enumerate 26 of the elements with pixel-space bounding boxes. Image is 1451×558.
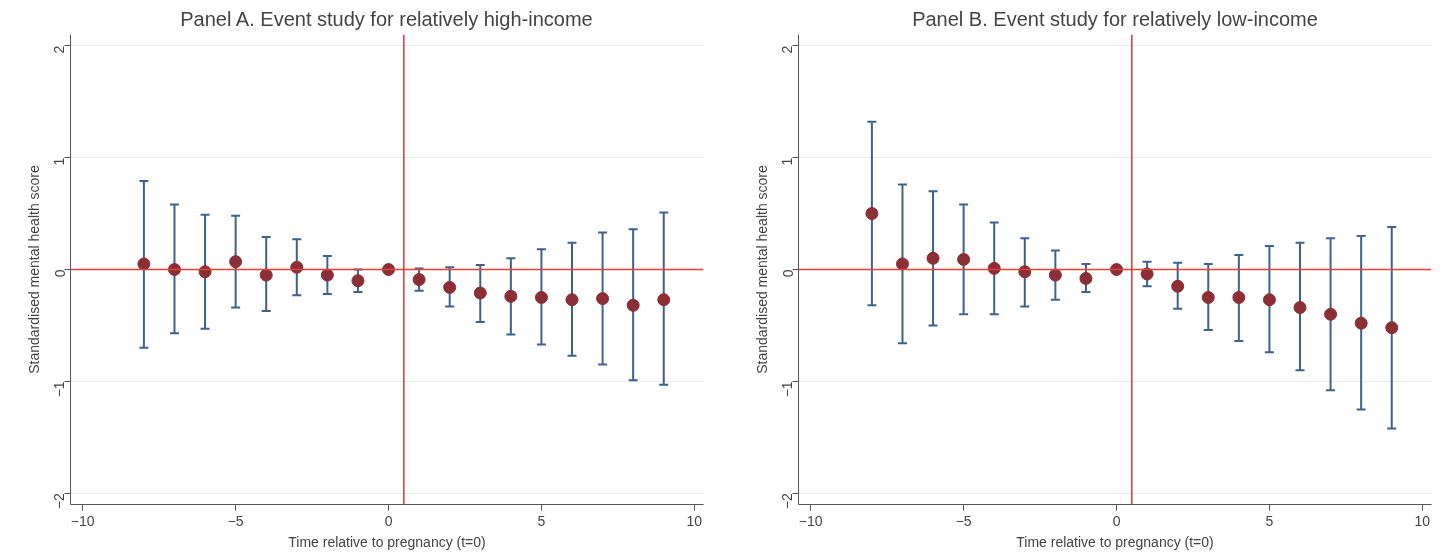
y-tick-label: −1 — [51, 381, 68, 398]
x-tick-label: −5 — [227, 512, 244, 529]
x-axis-title: Time relative to pregnancy (t=0) — [1016, 533, 1214, 550]
x-tick-label: −5 — [955, 512, 972, 529]
x-tick-label: 10 — [686, 512, 703, 529]
x-axis-title: Time relative to pregnancy (t=0) — [288, 533, 486, 550]
y-axis-title: Standardised mental health score — [25, 165, 42, 374]
y-tick-label: 0 — [51, 269, 68, 278]
chart-title: Panel A. Event study for relatively high-income — [180, 7, 593, 30]
y-tick-label: 1 — [779, 157, 796, 166]
y-tick-label: −2 — [51, 493, 68, 510]
x-tick-label: 5 — [537, 512, 546, 529]
y-axis-title: Standardised mental health score — [753, 165, 770, 374]
y-tick-label: 0 — [779, 269, 796, 278]
x-tick-label: −10 — [70, 512, 95, 529]
y-tick-label: 2 — [779, 45, 796, 54]
x-tick-label: 0 — [1112, 512, 1121, 529]
x-tick-label: 10 — [1414, 512, 1431, 529]
y-tick-label: −2 — [779, 493, 796, 510]
y-tick-label: 1 — [51, 157, 68, 166]
x-tick-label: −10 — [798, 512, 823, 529]
y-tick-label: −1 — [779, 381, 796, 398]
x-tick-label: 0 — [384, 512, 393, 529]
y-tick-label: 2 — [51, 45, 68, 54]
chart-title: Panel B. Event study for relatively low-income — [912, 7, 1318, 30]
x-tick-label: 5 — [1265, 512, 1274, 529]
